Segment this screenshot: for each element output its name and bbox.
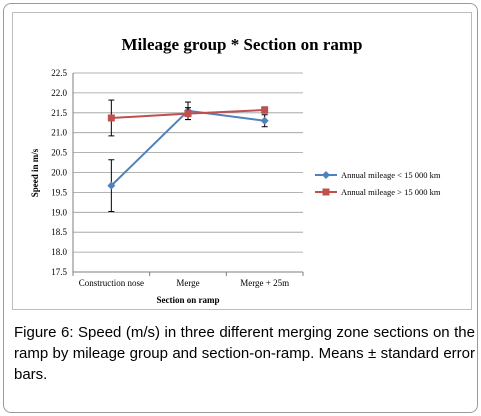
x-axis-label: Section on ramp xyxy=(156,295,220,305)
figure-container: 17.5 18.0 18.5 19.0 19.5 20.0 20.5 21.0 21.5 22.0… xyxy=(3,3,478,413)
y-tick-label: 19.5 xyxy=(51,187,67,197)
x-tick-label: Construction nose xyxy=(79,278,144,288)
chart-title: Mileage group * Section on ramp xyxy=(121,35,363,54)
y-tick-label: 17.5 xyxy=(51,267,67,277)
legend-marker xyxy=(322,188,330,196)
x-tick-label: Merge xyxy=(176,278,199,288)
caption-text: Speed (m/s) in three different merging z… xyxy=(14,324,475,383)
legend-marker xyxy=(322,171,330,179)
chart-area: 17.5 18.0 18.5 19.0 19.5 20.0 20.5 21.0 21.5 22.0… xyxy=(12,12,472,310)
figure-caption: Figure 6: Speed (m/s) in three different… xyxy=(14,322,475,385)
y-tick-label: 18.0 xyxy=(51,247,67,257)
y-tick-label: 21.5 xyxy=(51,108,67,118)
y-tick-label: 20.0 xyxy=(51,168,67,178)
y-tick-label: 19.0 xyxy=(51,207,67,217)
data-point xyxy=(107,114,115,122)
caption-label: Figure 6: xyxy=(14,324,74,341)
y-tick-label: 20.5 xyxy=(51,148,67,158)
x-tick-label: Merge + 25m xyxy=(240,278,289,288)
legend-label: Annual mileage < 15 000 km xyxy=(341,170,441,180)
y-axis-label: Speed in m/s xyxy=(30,148,40,198)
y-tick-label: 22.5 xyxy=(51,68,67,78)
y-tick-label: 22.0 xyxy=(51,88,67,98)
data-point xyxy=(260,116,269,125)
data-point xyxy=(184,110,192,118)
series-line xyxy=(110,109,265,187)
line-chart: 17.5 18.0 18.5 19.0 19.5 20.0 20.5 21.0 21.5 22.0… xyxy=(51,68,441,288)
legend-label: Annual mileage > 15 000 km xyxy=(341,187,441,197)
y-tick-label: 21.0 xyxy=(51,128,67,138)
data-point xyxy=(107,181,116,190)
data-point xyxy=(261,106,269,114)
y-tick-label: 18.5 xyxy=(51,227,67,237)
